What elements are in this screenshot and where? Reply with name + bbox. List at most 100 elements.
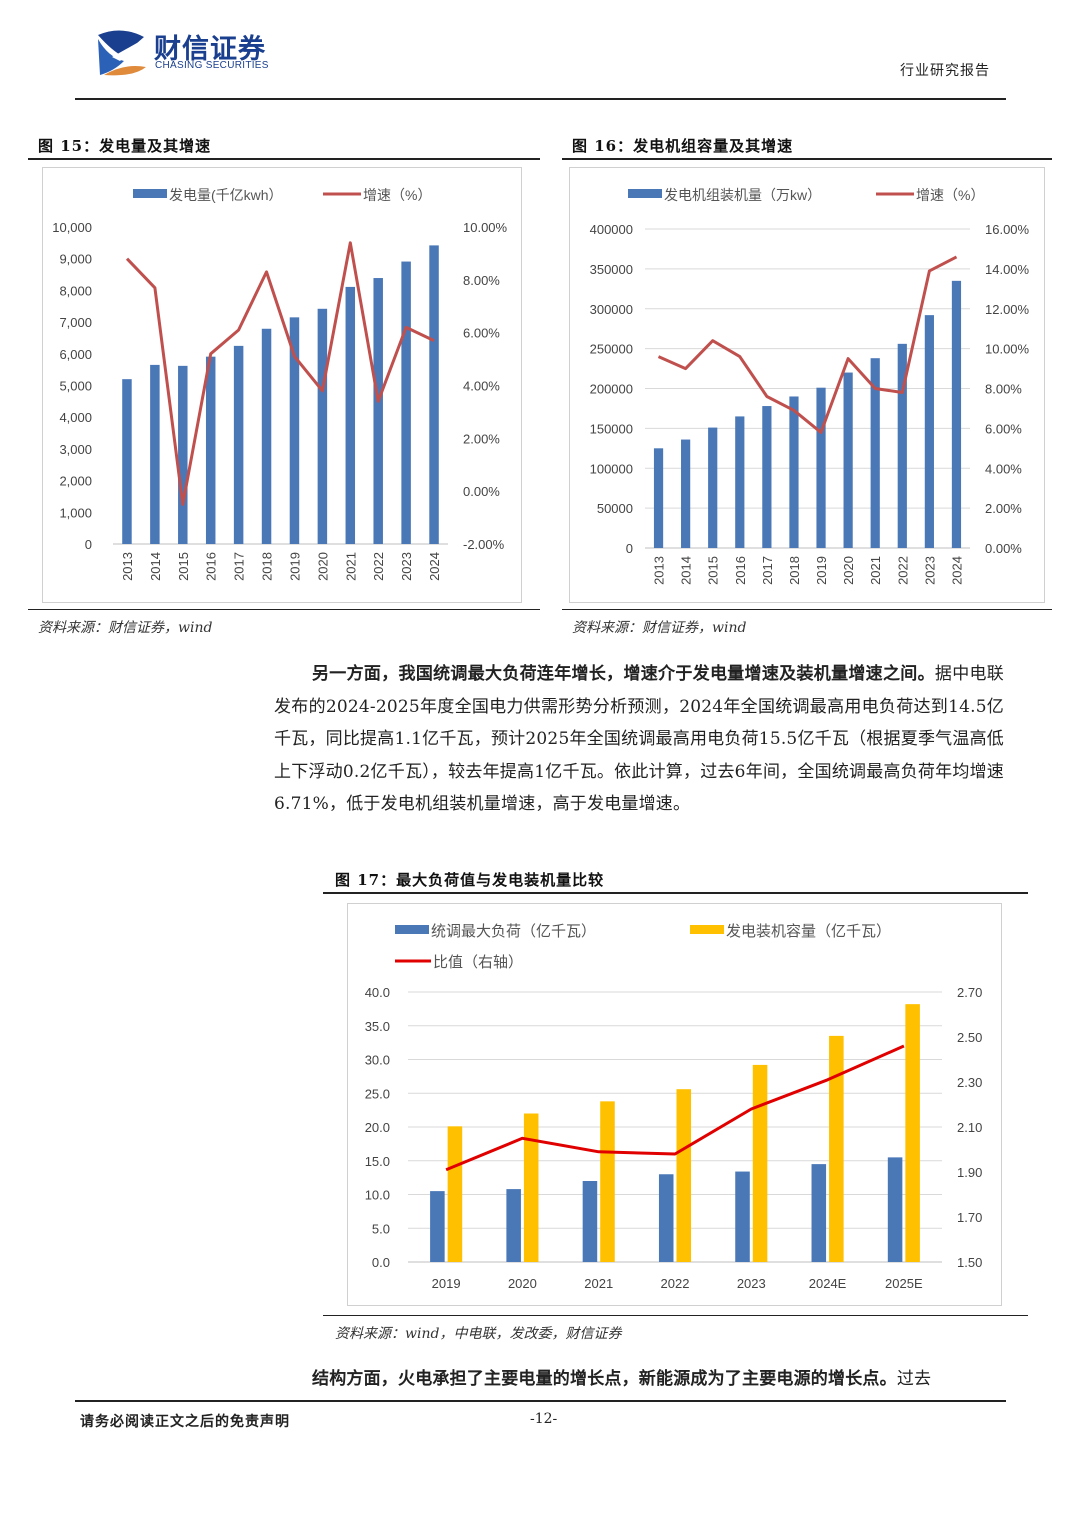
x-axis-tick-label: 2019	[814, 556, 829, 585]
series-line	[657, 255, 958, 434]
legend-label: 发电量(千亿kwh）	[169, 187, 283, 203]
paragraph-load-growth-lead: 另一方面，我国统调最大负荷连年增长，增速介于发电量增速及装机量增速之间。	[312, 664, 935, 684]
bar-primary	[289, 317, 300, 544]
x-axis-tick-label: 2022	[661, 1276, 690, 1291]
right-axis-tick-label: 6.00%	[985, 421, 1022, 436]
bar-primary	[506, 1189, 521, 1262]
paragraph-load-growth-body: 据中电联发布的2024-2025年度全国电力供需形势分析预测，2024年全国统调…	[274, 664, 1004, 814]
bar-primary	[345, 286, 356, 544]
x-axis-tick-label: 2014	[679, 556, 694, 585]
x-axis-tick-label: 2014	[148, 552, 163, 581]
right-axis-tick-label: 0.00%	[985, 541, 1022, 556]
bar-primary	[708, 427, 718, 548]
figure-15-bottom-rule	[28, 609, 540, 610]
bar-secondary	[600, 1101, 615, 1262]
bar-secondary	[447, 1126, 463, 1262]
series-line	[125, 241, 435, 506]
figure-15-source: 资料来源：财信证券，wind	[38, 620, 213, 636]
x-axis-tick-label: 2021	[584, 1276, 613, 1291]
right-axis-tick-label: 6.00%	[463, 326, 500, 341]
bar-secondary	[523, 1113, 539, 1262]
x-axis-tick-label: 2024	[949, 556, 964, 585]
bar-primary	[870, 358, 880, 548]
bar-primary	[843, 372, 853, 548]
legend-swatch-bar	[690, 925, 724, 934]
right-axis-tick-label: 0.00%	[463, 484, 500, 499]
x-axis-tick-label: 2023	[399, 552, 414, 581]
bar-primary	[233, 345, 244, 544]
left-axis-tick-label: 50000	[597, 501, 633, 516]
right-axis-tick-label: 8.00%	[985, 382, 1022, 397]
x-axis-tick-label: 2021	[343, 552, 358, 581]
figure-16-chart-frame: 0 50000 100000 150000 200000 250000 300000 3500…	[569, 167, 1045, 603]
bar-primary	[653, 448, 664, 548]
right-axis-tick-label: 12.00%	[985, 302, 1030, 317]
x-axis-tick-label: 2013	[652, 556, 667, 585]
bar-primary	[317, 308, 328, 544]
left-axis-tick-label: 0.0	[372, 1255, 390, 1270]
bar-primary	[789, 396, 799, 548]
left-axis-tick-label: 20.0	[365, 1120, 390, 1135]
x-axis-tick-label: 2016	[733, 556, 748, 585]
bar-primary	[897, 343, 907, 548]
bar-primary	[261, 328, 272, 544]
x-axis-tick-label: 2015	[176, 552, 191, 581]
legend-swatch-bar	[133, 189, 167, 198]
bar-primary	[658, 1174, 674, 1262]
bar-primary	[430, 1191, 445, 1262]
bar-primary	[816, 387, 826, 548]
bar-primary	[205, 356, 216, 544]
x-axis-tick-label: 2017	[232, 552, 247, 581]
legend-swatch-bar	[628, 189, 662, 198]
bar-secondary	[905, 1004, 920, 1262]
x-axis-tick-label: 2024	[427, 552, 442, 581]
x-axis-tick-label: 2015	[706, 556, 721, 585]
bar-primary	[762, 406, 772, 548]
bar-primary	[582, 1181, 598, 1262]
right-axis-tick-label: 16.00%	[985, 222, 1030, 237]
bar-primary	[178, 365, 188, 544]
right-axis-tick-label: 2.50	[957, 1030, 982, 1045]
right-axis-tick-label: 14.00%	[985, 262, 1030, 277]
left-axis-tick-label: 350000	[590, 262, 633, 277]
left-axis-tick-label: 150000	[590, 421, 633, 436]
left-axis-tick-label: 3,000	[59, 442, 92, 457]
bar-primary	[122, 379, 132, 544]
figure-15-title: 图 15：发电量及其增速	[38, 137, 212, 155]
left-axis-tick-label: 8,000	[59, 283, 92, 298]
x-axis-tick-label: 2025E	[885, 1276, 923, 1291]
paragraph-structure-body: 过去	[896, 1369, 932, 1389]
bar-primary	[735, 1171, 750, 1262]
figure-17-source: 资料来源：wind，中电联，发改委，财信证券	[335, 1326, 622, 1342]
figure-16-title: 图 16：发电机组容量及其增速	[572, 137, 794, 155]
legend-label: 比值（右轴）	[433, 954, 523, 971]
x-axis-tick-label: 2019	[432, 1276, 461, 1291]
left-axis-tick-label: 0	[85, 537, 92, 552]
bar-primary	[924, 315, 934, 548]
bar-primary	[373, 278, 383, 544]
right-axis-tick-label: 1.50	[957, 1255, 982, 1270]
x-axis-tick-label: 2017	[760, 556, 775, 585]
left-axis-tick-label: 200000	[590, 382, 633, 397]
bar-primary	[429, 245, 439, 545]
company-logo-english: CHASING SECURITIES	[155, 60, 269, 71]
right-axis-tick-label: 2.00%	[985, 501, 1022, 516]
figure-16-title-rule	[562, 158, 1052, 160]
x-axis-tick-label: 2020	[508, 1276, 537, 1291]
right-axis-tick-label: 4.00%	[463, 379, 500, 394]
company-logo-icon	[98, 30, 146, 76]
x-axis-tick-label: 2016	[204, 552, 219, 581]
x-axis-tick-label: 2024E	[809, 1276, 847, 1291]
figure-15-title-rule	[28, 158, 540, 160]
legend-label: 增速（%）	[363, 187, 431, 203]
left-axis-tick-label: 7,000	[59, 315, 92, 330]
figure-16-source: 资料来源：财信证券，wind	[572, 620, 747, 636]
footer-disclaimer: 请务必阅读正文之后的免责声明	[80, 1414, 290, 1430]
x-axis-tick-label: 2018	[260, 552, 275, 581]
bar-primary	[681, 439, 691, 548]
paragraph-load-growth: 另一方面，我国统调最大负荷连年增长，增速介于发电量增速及装机量增速之间。据中电联…	[274, 658, 1004, 821]
left-axis-tick-label: 1,000	[59, 505, 92, 520]
right-axis-tick-label: 2.10	[957, 1120, 982, 1135]
footer-divider	[75, 1400, 1006, 1402]
header-divider	[75, 98, 1006, 100]
